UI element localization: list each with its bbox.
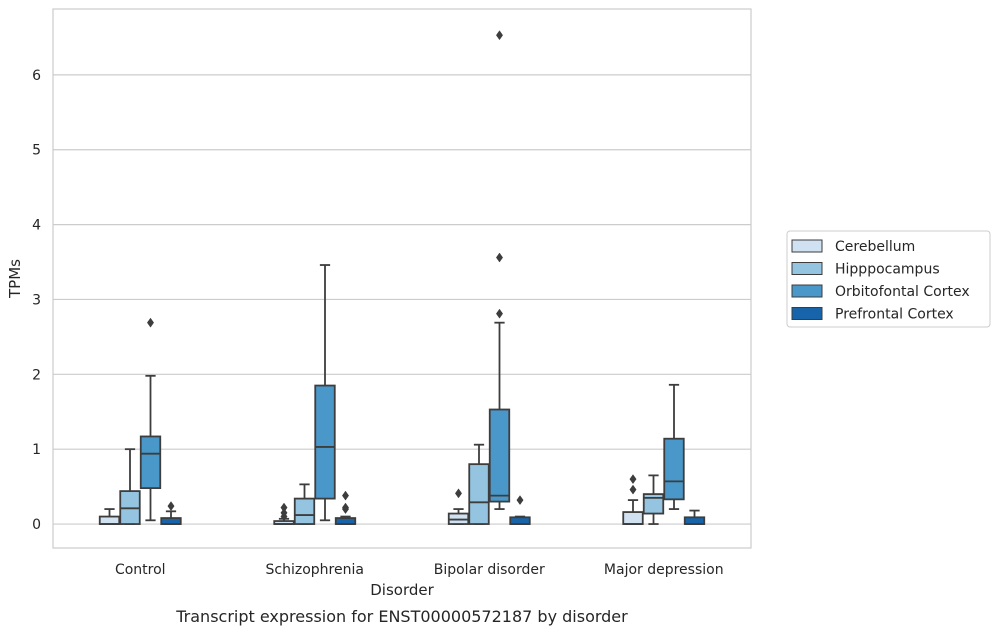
legend-label: Orbitofontal Cortex bbox=[835, 284, 970, 300]
box-iqr bbox=[488, 408, 511, 503]
box-prefrontal-cortex bbox=[334, 490, 357, 525]
outlier-point bbox=[516, 495, 524, 506]
box-iqr bbox=[683, 516, 706, 525]
box-prefrontal-cortex bbox=[160, 501, 182, 525]
plot-frame bbox=[52, 8, 752, 549]
box-hipppocampus bbox=[293, 483, 316, 525]
box-iqr bbox=[314, 384, 336, 500]
legend-label: Cerebellum bbox=[835, 239, 915, 255]
y-tick-label: 4 bbox=[32, 218, 41, 234]
outlier-point bbox=[341, 502, 350, 513]
legend-swatch bbox=[791, 307, 823, 320]
x-axis-label: Disorder bbox=[370, 581, 434, 599]
box-iqr bbox=[509, 516, 531, 525]
box-hipppocampus bbox=[119, 448, 141, 525]
legend: Cerebellum Hipppocampus Orbitofontal Corte… bbox=[786, 230, 991, 328]
box-iqr bbox=[642, 493, 665, 515]
outlier-point bbox=[280, 507, 288, 518]
box-iqr bbox=[139, 435, 162, 490]
y-tick-label: 2 bbox=[32, 367, 41, 383]
outlier-point bbox=[495, 308, 504, 319]
boxplot-marks bbox=[98, 30, 706, 525]
x-tick-label: Control bbox=[115, 562, 166, 578]
box-iqr bbox=[293, 497, 316, 525]
box-iqr bbox=[663, 437, 685, 501]
legend-label: Hipppocampus bbox=[835, 262, 940, 278]
y-tick-label: 5 bbox=[32, 143, 41, 159]
chart-caption: Transcript expression for ENST0000057218… bbox=[175, 607, 628, 626]
outlier-point bbox=[146, 317, 155, 328]
outlier-point bbox=[629, 484, 637, 495]
box-iqr bbox=[468, 463, 490, 525]
box-prefrontal-cortex bbox=[683, 509, 706, 525]
legend-frame bbox=[786, 230, 991, 328]
outlier-point bbox=[280, 502, 288, 513]
outlier-point bbox=[341, 490, 350, 501]
box-cerebellum bbox=[622, 474, 644, 525]
x-tick-label: Schizophrenia bbox=[266, 562, 364, 578]
outlier-point bbox=[495, 252, 504, 263]
legend-swatch bbox=[791, 262, 823, 275]
box-iqr bbox=[622, 511, 644, 525]
legend-swatch bbox=[791, 239, 823, 253]
y-tick-label: 1 bbox=[32, 442, 41, 458]
y-tick-label: 0 bbox=[32, 517, 41, 533]
box-cerebellum bbox=[447, 488, 470, 525]
outlier-point bbox=[167, 501, 175, 512]
box-hipppocampus bbox=[468, 443, 490, 525]
box-cerebellum bbox=[98, 508, 121, 525]
grid-lines bbox=[53, 74, 751, 525]
legend-swatch bbox=[791, 284, 823, 298]
box-orbitofontal-cortex bbox=[663, 383, 685, 510]
box-orbitofontal-cortex bbox=[314, 264, 336, 522]
box-hipppocampus bbox=[642, 474, 665, 525]
outlier-point bbox=[629, 474, 637, 485]
y-axis-label: TPMs bbox=[6, 259, 24, 299]
x-axis-ticks: Control Schizophrenia Bipolar disorder Majo… bbox=[115, 562, 724, 578]
y-tick-label: 3 bbox=[32, 292, 41, 308]
outlier-point bbox=[495, 30, 504, 41]
y-axis-ticks: 0 1 2 3 4 5 6 bbox=[32, 68, 41, 533]
box-orbitofontal-cortex bbox=[488, 30, 511, 510]
box-iqr bbox=[98, 515, 121, 525]
y-tick-label: 6 bbox=[32, 68, 41, 84]
x-tick-label: Major depression bbox=[604, 562, 724, 578]
box-prefrontal-cortex bbox=[509, 495, 531, 525]
legend-label: Prefrontal Cortex bbox=[835, 307, 954, 323]
box-orbitofontal-cortex bbox=[139, 317, 162, 522]
box-cerebellum bbox=[273, 502, 295, 525]
outlier-point bbox=[454, 488, 463, 499]
x-tick-label: Bipolar disorder bbox=[434, 562, 545, 578]
